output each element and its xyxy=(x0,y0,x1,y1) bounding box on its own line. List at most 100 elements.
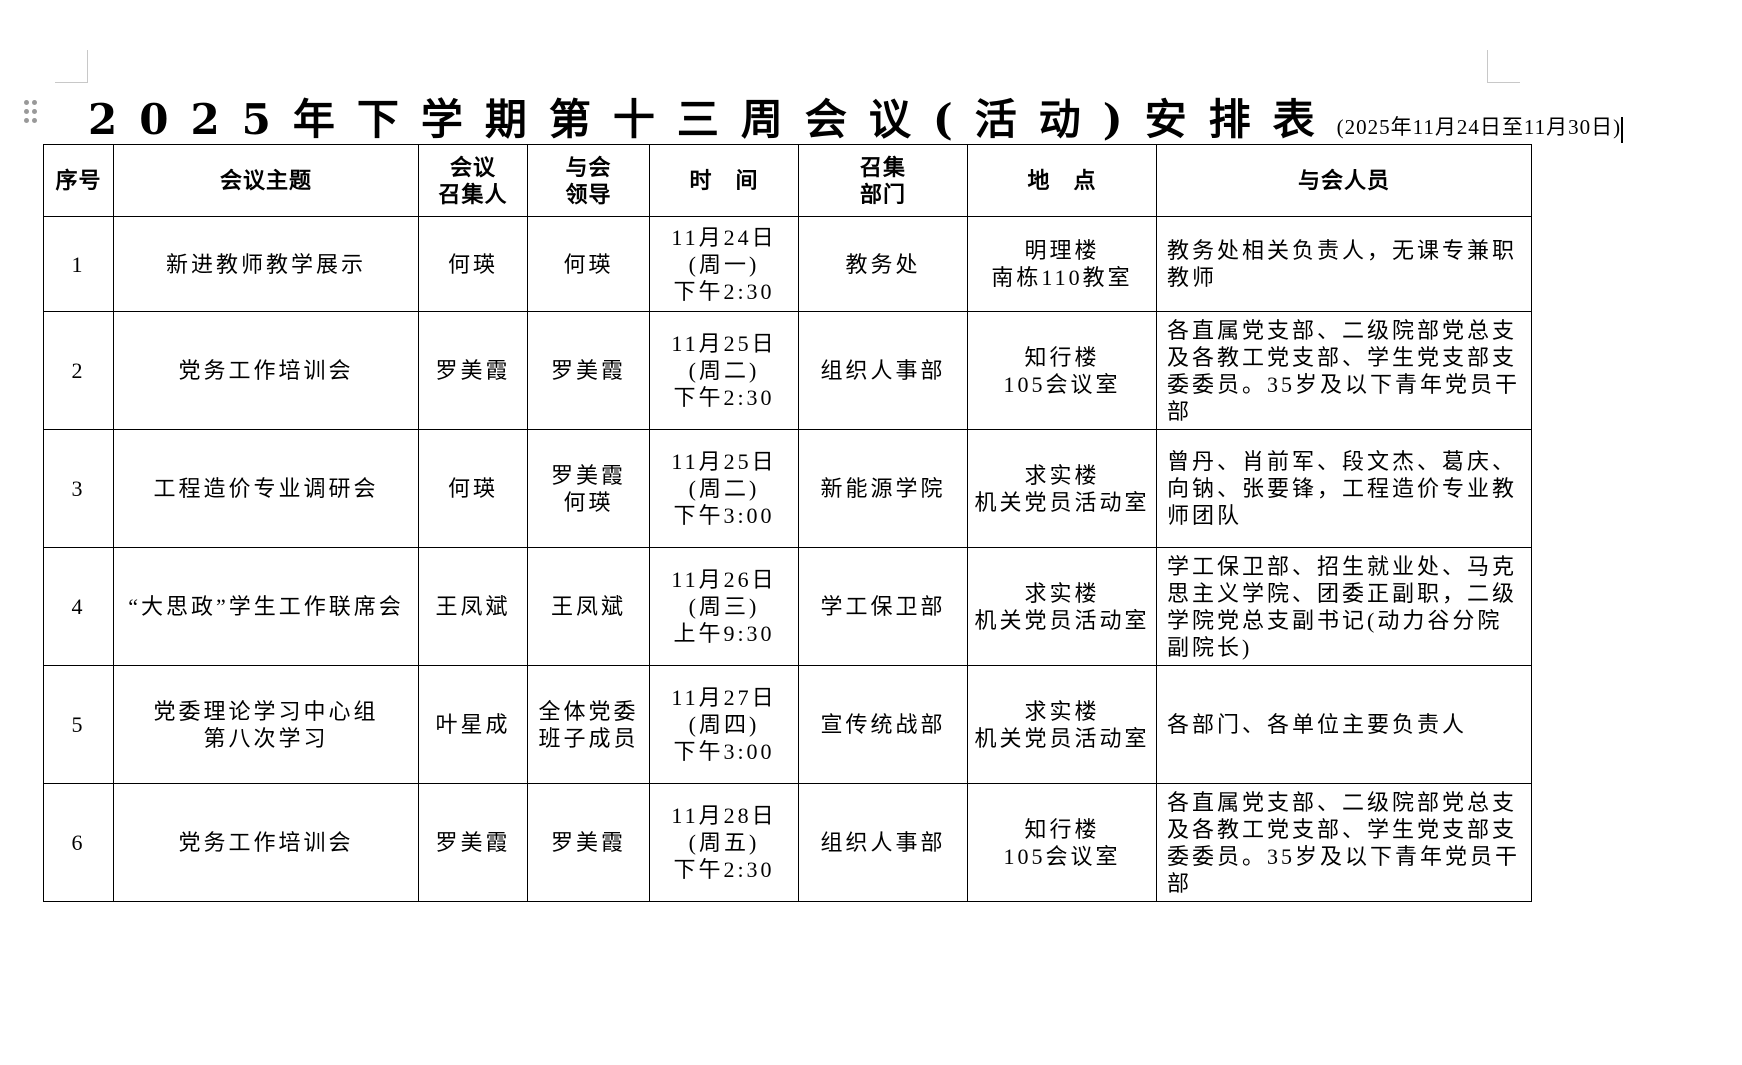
cell-place-line: 求实楼 xyxy=(1024,580,1100,606)
cell-attendees: 各直属党支部、二级院部党总支及各教工党支部、学生党支部支委委员。35岁及以下青年… xyxy=(1156,783,1532,902)
cell-place-line: 知行楼 xyxy=(1024,816,1100,842)
table-row: 6 党务工作培训会 罗美霞 罗美霞 11月28日 (周五) 下午2:30 组织人事部 知行楼 10… xyxy=(43,783,1532,902)
cell-dept: 学工保卫部 xyxy=(798,547,968,666)
cell-time: 11月26日 (周三) 上午9:30 xyxy=(649,547,799,666)
cell-place: 求实楼 机关党员活动室 xyxy=(967,429,1157,548)
title-date-range: (2025年11月24日至11月30日) xyxy=(1336,115,1622,139)
cell-time-line: 下午3:00 xyxy=(673,739,775,764)
cell-time-line: 上午9:30 xyxy=(673,621,775,646)
cell-time: 11月25日 (周二) 下午2:30 xyxy=(649,311,799,430)
cell-place-line: 机关党员活动室 xyxy=(974,607,1150,633)
cell-no: 4 xyxy=(43,547,114,666)
cell-convener: 罗美霞 xyxy=(418,783,528,902)
cell-time-line: 11月26日 xyxy=(671,567,777,592)
table-row: 4 “大思政”学生工作联席会 王凤斌 王凤斌 11月26日 (周三) 上午9:30 学工保卫部… xyxy=(43,547,1532,666)
cell-dept: 组织人事部 xyxy=(798,311,968,430)
page-corner-mark xyxy=(55,50,88,83)
cell-convener: 罗美霞 xyxy=(418,311,528,430)
table-header-row: 序号 会议主题 会议 召集人 与会 领导时 间召集 部门地 点与会人员 xyxy=(43,144,1532,217)
header-time: 时 间 xyxy=(649,144,799,217)
table-row: 3 工程造价专业调研会 何瑛 罗美霞 何瑛 11月25日 (周二) 下午3:00 新能源学院求… xyxy=(43,429,1532,548)
cell-dept: 宣传统战部 xyxy=(798,665,968,784)
cell-place: 求实楼 机关党员活动室 xyxy=(967,547,1157,666)
cell-no: 6 xyxy=(43,783,114,902)
cell-convener: 何瑛 xyxy=(418,429,528,548)
cell-topic: “大思政”学生工作联席会 xyxy=(113,547,419,666)
cell-time-line: 下午2:30 xyxy=(673,857,775,882)
cell-time: 11月24日 (周一) 下午2:30 xyxy=(649,216,799,312)
cell-time-line: 11月25日 xyxy=(671,331,777,356)
cell-place-line: 105会议室 xyxy=(1003,843,1121,869)
cell-topic: 新进教师教学展示 xyxy=(113,216,419,312)
schedule-table: 序号 会议主题 会议 召集人 与会 领导时 间召集 部门地 点与会人员 1 新进教师教学… xyxy=(43,144,1532,902)
cell-place: 求实楼 机关党员活动室 xyxy=(967,665,1157,784)
document-title: 2025年下学期第十三周会议(活动)安排表(2025年11月24日至11月30日… xyxy=(88,86,1624,147)
cell-place: 知行楼 105会议室 xyxy=(967,783,1157,902)
cell-no: 3 xyxy=(43,429,114,548)
cell-time-line: (周一) xyxy=(688,251,760,277)
cell-leader: 王凤斌 xyxy=(527,547,650,666)
cell-convener: 何瑛 xyxy=(418,216,528,312)
cell-leader: 罗美霞 xyxy=(527,783,650,902)
cell-attendees: 曾丹、肖前军、段文杰、葛庆、向钠、张要锋，工程造价专业教师团队 xyxy=(1156,429,1532,548)
cell-attendees: 学工保卫部、招生就业处、马克思主义学院、团委正副职，二级学院党总支副书记(动力谷… xyxy=(1156,547,1532,666)
cell-time-line: 下午2:30 xyxy=(673,385,775,410)
cell-time-line: 11月24日 xyxy=(671,224,777,250)
cell-dept: 新能源学院 xyxy=(798,429,968,548)
cell-dept: 组织人事部 xyxy=(798,783,968,902)
cell-attendees: 各直属党支部、二级院部党总支及各教工党支部、学生党支部支委委员。35岁及以下青年… xyxy=(1156,311,1532,430)
cell-place-line: 105会议室 xyxy=(1003,371,1121,397)
cell-place-line: 机关党员活动室 xyxy=(974,725,1150,751)
cell-leader: 罗美霞 何瑛 xyxy=(527,429,650,548)
table-row: 2 党务工作培训会 罗美霞 罗美霞 11月25日 (周二) 下午2:30 组织人事部 知行楼 10… xyxy=(43,311,1532,430)
header-topic: 会议主题 xyxy=(113,144,419,217)
header-convener: 会议 召集人 xyxy=(418,144,528,217)
header-no: 序号 xyxy=(43,144,114,217)
cell-place: 知行楼 105会议室 xyxy=(967,311,1157,430)
cell-no: 5 xyxy=(43,665,114,784)
text-cursor xyxy=(1621,117,1624,144)
cell-place-line: 明理楼 xyxy=(1024,238,1100,263)
cell-attendees: 各部门、各单位主要负责人 xyxy=(1156,665,1532,784)
cell-time-line: (周五) xyxy=(688,830,760,855)
cell-leader: 全体党委 班子成员 xyxy=(527,665,650,784)
cell-time-line: (周四) xyxy=(688,712,760,737)
table-row: 1 新进教师教学展示 何瑛 何瑛 11月24日 (周一) 下午2:30 教务处 明理楼 南栋110… xyxy=(43,216,1532,312)
cell-no: 1 xyxy=(43,216,114,312)
header-leader: 与会 领导 xyxy=(527,144,650,217)
cell-dept: 教务处 xyxy=(798,216,968,312)
cell-convener: 叶星成 xyxy=(418,665,528,784)
cell-place: 明理楼 南栋110教室 xyxy=(967,216,1157,312)
title-main: 2025年下学期第十三周会议(活动)安排表 xyxy=(88,95,1337,144)
cell-topic: 工程造价专业调研会 xyxy=(113,429,419,548)
cell-time-line: (周三) xyxy=(688,594,760,619)
cell-time-line: 下午3:00 xyxy=(673,503,775,528)
cell-time: 11月28日 (周五) 下午2:30 xyxy=(649,783,799,902)
header-place: 地 点 xyxy=(967,144,1157,217)
cell-place-line: 求实楼 xyxy=(1024,698,1100,724)
cell-topic: 党委理论学习中心组 第八次学习 xyxy=(113,665,419,784)
cell-time-line: 11月27日 xyxy=(671,685,777,710)
cell-no: 2 xyxy=(43,311,114,430)
cell-place-line: 知行楼 xyxy=(1024,344,1100,370)
cell-place-line: 求实楼 xyxy=(1024,462,1100,488)
cell-time-line: (周二) xyxy=(688,358,760,383)
table-row: 5 党委理论学习中心组 第八次学习 叶星成 全体党委 班子成员 11月27日 (周四) 下午… xyxy=(43,665,1532,784)
header-dept: 召集 部门 xyxy=(798,144,968,217)
cell-time-line: 11月28日 xyxy=(671,803,777,828)
cell-attendees: 教务处相关负责人，无课专兼职教师 xyxy=(1156,216,1532,312)
cell-leader: 罗美霞 xyxy=(527,311,650,430)
cell-time: 11月25日 (周二) 下午3:00 xyxy=(649,429,799,548)
cell-time-line: (周二) xyxy=(688,476,760,501)
cell-place-line: 机关党员活动室 xyxy=(974,489,1150,515)
cell-topic: 党务工作培训会 xyxy=(113,783,419,902)
cell-place-line: 南栋110教室 xyxy=(991,265,1133,290)
cell-time: 11月27日 (周四) 下午3:00 xyxy=(649,665,799,784)
cell-convener: 王凤斌 xyxy=(418,547,528,666)
header-attendees: 与会人员 xyxy=(1156,144,1532,217)
cell-time-line: 11月25日 xyxy=(671,449,777,474)
cell-topic: 党务工作培训会 xyxy=(113,311,419,430)
cell-leader: 何瑛 xyxy=(527,216,650,312)
drag-handle-icon[interactable] xyxy=(24,100,40,128)
cell-time-line: 下午2:30 xyxy=(673,278,775,304)
